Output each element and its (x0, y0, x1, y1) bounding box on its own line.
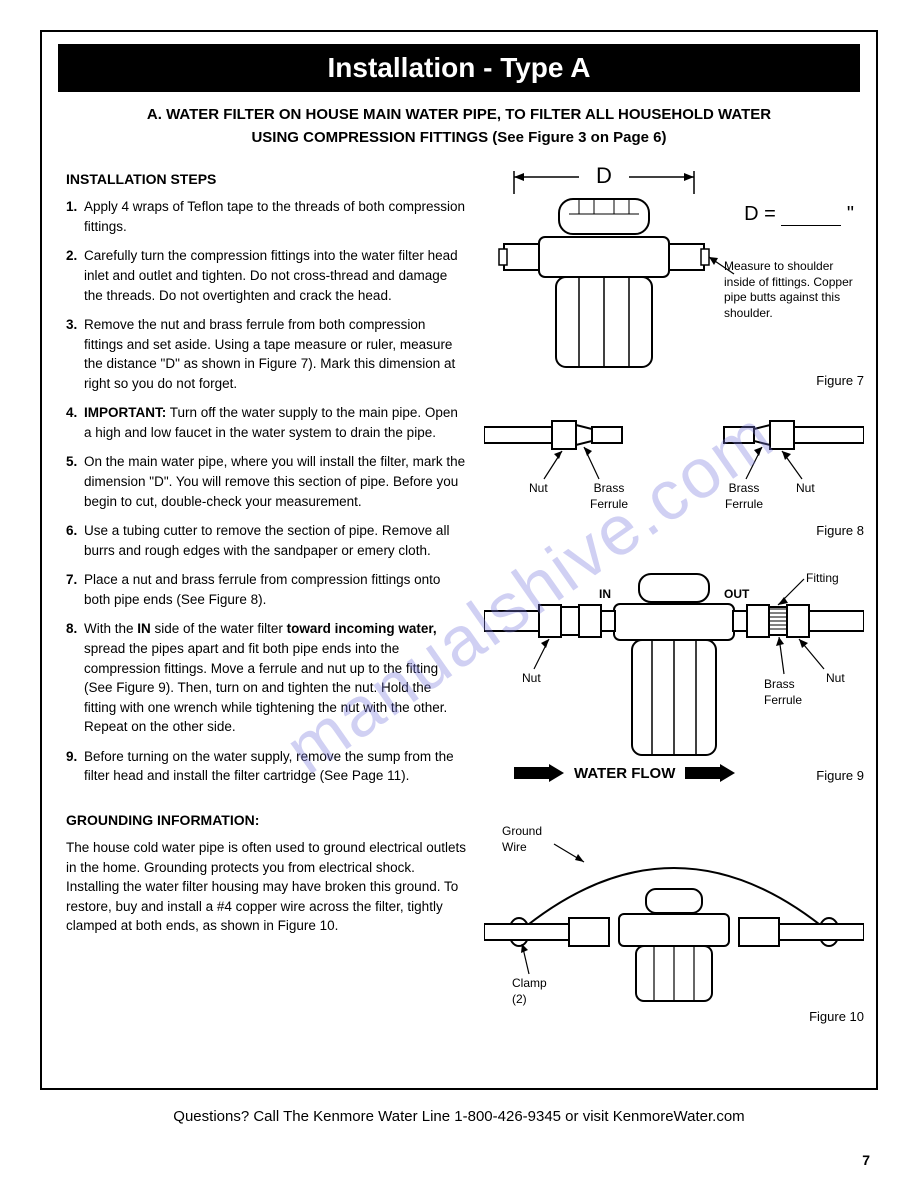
fig7-annot: Measure to shoulder inside of fittings. … (724, 259, 864, 321)
fig7-label: Figure 7 (484, 373, 864, 388)
d-equals: D = " (744, 203, 854, 226)
step-mid: side of the water filter (151, 621, 287, 636)
step-text: Remove the nut and brass ferrule from bo… (84, 317, 455, 391)
step-text: Carefully turn the compression fittings … (84, 248, 458, 302)
footer: Questions? Call The Kenmore Water Line 1… (40, 1108, 878, 1125)
fig9-in: IN (599, 587, 611, 603)
step-text: Apply 4 wraps of Teflon tape to the thre… (84, 199, 465, 234)
step-num: 8. (66, 619, 77, 639)
step-text: Place a nut and brass ferrule from compr… (84, 572, 440, 607)
figure-7: D (484, 159, 864, 379)
arrow-right-icon (685, 764, 735, 782)
fig9-out: OUT (724, 587, 749, 603)
water-flow-text: WATER FLOW (574, 765, 675, 782)
step-text: spread the pipes apart and fit both pipe… (84, 641, 447, 734)
right-column: D (484, 159, 864, 1024)
figure-9: IN OUT Fitting Nut Nut Brass Ferrule WAT… (484, 559, 864, 809)
fig9-ferrule: Brass Ferrule (764, 677, 814, 708)
step-num: 5. (66, 452, 77, 472)
step-num: 3. (66, 315, 77, 335)
fig8-nut-right: Nut (796, 481, 815, 497)
step-num: 4. (66, 403, 77, 423)
step-bold: IMPORTANT: (84, 405, 166, 420)
figure-8: Nut Brass Ferrule Brass Ferrule Nut Figu… (484, 399, 864, 549)
grounding-block: The house cold water pipe is often used … (66, 838, 466, 936)
fig9-nut-left: Nut (522, 671, 541, 687)
fig10-label: Figure 10 (809, 1009, 864, 1024)
step-8: 8. With the IN side of the water filter t… (66, 619, 466, 736)
d-equals-text: D = (744, 203, 776, 225)
arrow-left-icon (514, 764, 564, 782)
fig8-label: Figure 8 (484, 523, 864, 538)
step-text: Before turning on the water supply, remo… (84, 749, 454, 784)
step-3: 3. Remove the nut and brass ferrule from … (66, 315, 466, 393)
figure-8-svg (484, 399, 864, 519)
left-column: INSTALLATION STEPS 1. Apply 4 wraps of Te… (66, 159, 466, 1024)
step-4: 4.IMPORTANT: Turn off the water supply t… (66, 403, 466, 442)
steps-heading: INSTALLATION STEPS (66, 169, 466, 189)
figure-10: Ground Wire Clamp (2) Figure 10 (484, 824, 864, 1024)
grounding-text: The house cold water pipe is often used … (66, 838, 466, 936)
water-flow-row: WATER FLOW (514, 764, 735, 782)
fig8-ferrule-left: Brass Ferrule (584, 481, 634, 512)
step-7: 7. Place a nut and brass ferrule from com… (66, 570, 466, 609)
step-bold: IN (137, 621, 151, 636)
step-text: On the main water pipe, where you will i… (84, 454, 465, 508)
title-bar: Installation - Type A (58, 44, 860, 92)
d-blank (781, 225, 841, 226)
step-6: 6. Use a tubing cutter to remove the sect… (66, 521, 466, 560)
step-2: 2. Carefully turn the compression fitting… (66, 246, 466, 305)
content-columns: INSTALLATION STEPS 1. Apply 4 wraps of Te… (42, 149, 876, 1034)
step-pre: With the (84, 621, 137, 636)
fig10-clamp: Clamp (2) (512, 976, 562, 1007)
d-letter: D (596, 163, 612, 188)
fig9-nut-right: Nut (826, 671, 845, 687)
step-num: 9. (66, 747, 77, 767)
steps-list: 1. Apply 4 wraps of Teflon tape to the th… (66, 197, 466, 786)
fig8-nut-left: Nut (529, 481, 548, 497)
fig10-ground: Ground Wire (502, 824, 562, 855)
step-num: 1. (66, 197, 77, 217)
subtitle-line2: USING COMPRESSION FITTINGS (See Figure 3… (251, 129, 666, 146)
step-text: Use a tubing cutter to remove the sectio… (84, 523, 449, 558)
step-num: 6. (66, 521, 77, 541)
step-bold2: toward incoming water, (287, 621, 437, 636)
subtitle: A. WATER FILTER ON HOUSE MAIN WATER PIPE… (42, 104, 876, 149)
fig8-ferrule-right: Brass Ferrule (719, 481, 769, 512)
fig9-fitting: Fitting (806, 571, 839, 587)
page-border: Installation - Type A A. WATER FILTER ON… (40, 30, 878, 1090)
d-unit: " (847, 203, 854, 225)
step-9: 9. Before turning on the water supply, re… (66, 747, 466, 786)
step-1: 1. Apply 4 wraps of Teflon tape to the th… (66, 197, 466, 236)
step-5: 5. On the main water pipe, where you will… (66, 452, 466, 511)
figure-9-svg (484, 559, 864, 759)
step-num: 7. (66, 570, 77, 590)
grounding-heading: GROUNDING INFORMATION: (66, 810, 466, 830)
page-number: 7 (862, 1152, 870, 1168)
subtitle-line1: A. WATER FILTER ON HOUSE MAIN WATER PIPE… (147, 106, 771, 123)
step-num: 2. (66, 246, 77, 266)
fig9-label: Figure 9 (816, 768, 864, 783)
